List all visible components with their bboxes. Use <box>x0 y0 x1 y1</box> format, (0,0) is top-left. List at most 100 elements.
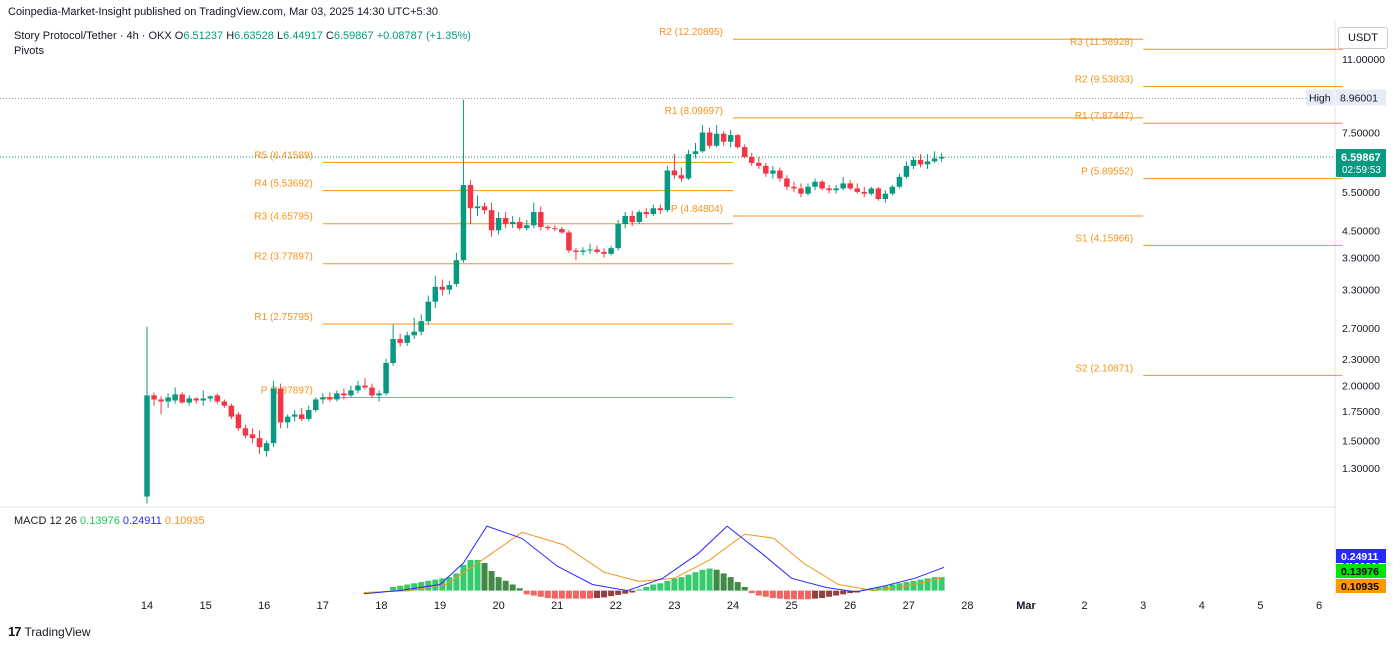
candle-body <box>397 339 403 343</box>
macd-hist-bar-61 <box>819 590 826 598</box>
pivots-indicator-label[interactable]: Pivots <box>14 45 44 57</box>
candle-body <box>523 225 530 229</box>
candle-body <box>460 185 467 261</box>
pivot-label-0-r4: R4 (5.53692) <box>254 179 312 190</box>
candle-110 <box>917 154 924 168</box>
pivot-label-0-p: P (1.87897) <box>261 386 313 397</box>
candle-30 <box>355 380 361 394</box>
x-tick-label-16: 2 <box>1082 600 1088 612</box>
x-tick-label-19: 5 <box>1257 600 1263 612</box>
candle-body <box>481 206 488 211</box>
candle-43 <box>446 281 453 295</box>
macd-hist-bar-60 <box>812 590 819 599</box>
y-tick-label-7: 2.30000 <box>1342 354 1380 366</box>
footer: 17 TradingView <box>8 624 91 639</box>
macd-hist-bar-34 <box>629 590 636 593</box>
y-tick-label-0: 11.00000 <box>1342 54 1385 66</box>
candle-69 <box>629 210 635 227</box>
x-tick-label-5: 19 <box>434 600 446 612</box>
low-value: 6.44917 <box>283 30 323 42</box>
candle-body <box>439 286 446 290</box>
macd-legend-label[interactable]: MACD 12 26 <box>14 515 77 527</box>
macd-hist-bar-4 <box>418 582 425 591</box>
macd-value-label-1: 0.13976 <box>1341 566 1379 578</box>
candle-body <box>418 321 424 332</box>
candle-body <box>228 405 235 417</box>
macd-legend-hist: 0.10935 <box>164 515 205 527</box>
candle-27 <box>334 390 340 402</box>
candle-83 <box>727 129 734 148</box>
candle-body <box>727 135 734 142</box>
candle-body <box>495 217 502 231</box>
macd-hist-bar-35 <box>636 589 643 591</box>
macd-hist-bar-77 <box>931 577 938 591</box>
macd-hist-bar-50 <box>741 586 748 591</box>
candle-body <box>706 132 713 146</box>
candle-93 <box>798 183 804 198</box>
candle-body <box>573 250 579 252</box>
candle-body <box>221 401 228 406</box>
candle-98 <box>833 185 839 194</box>
candle-body <box>214 395 221 402</box>
candle-body <box>756 162 762 166</box>
candle-35 <box>390 324 396 366</box>
candle-body <box>270 388 277 444</box>
candle-body <box>580 250 586 252</box>
macd-hist-bar-1 <box>397 585 404 591</box>
macd-hist-bar-57 <box>790 590 797 600</box>
x-tick-label-18: 4 <box>1199 600 1205 612</box>
candle-body <box>594 249 600 252</box>
candle-body <box>868 188 875 194</box>
footer-brand[interactable]: TradingView <box>24 624 91 639</box>
y-tick-label-11: 1.30000 <box>1342 463 1380 475</box>
candle-body <box>390 339 396 364</box>
candle-body <box>193 398 199 401</box>
macd-hist-bar-46 <box>713 569 720 591</box>
candle-95 <box>812 178 818 191</box>
candle-body <box>151 395 157 400</box>
macd-hist-bar-52 <box>755 590 762 596</box>
macd-hist-bar-76 <box>924 578 931 591</box>
symbol-title[interactable]: Story Protocol/Tether · 4h · OKX <box>14 30 172 42</box>
candle-106 <box>889 185 896 196</box>
macd-hist-bar-16 <box>502 580 509 591</box>
pivot-label-2-r3: R3 (11.58928) <box>1070 37 1133 48</box>
candle-92 <box>791 181 797 192</box>
candle-112 <box>931 151 938 163</box>
candle-body <box>896 176 903 187</box>
macd-hist-bar-2 <box>404 584 411 591</box>
macd-hist-bar-7 <box>439 578 446 591</box>
candle-86 <box>749 152 755 166</box>
macd-hist-bar-14 <box>488 570 495 591</box>
candle-24 <box>313 397 319 413</box>
x-tick-label-13: 27 <box>903 600 915 612</box>
candle-body <box>917 159 924 165</box>
macd-hist-bar-15 <box>495 577 502 591</box>
macd-hist-bar-26 <box>572 590 579 599</box>
candle-79 <box>699 125 706 153</box>
macd-value-box-1 <box>1336 564 1386 578</box>
macd-hist-bar-58 <box>797 590 804 600</box>
candle-46 <box>467 180 474 225</box>
tradingview-logo-icon[interactable]: 17 <box>8 624 22 639</box>
candle-100 <box>847 180 853 191</box>
candle-body <box>313 399 319 411</box>
macd-hist-bar-36 <box>643 586 650 591</box>
candle-62 <box>580 247 586 256</box>
y-tick-label-3: 4.50000 <box>1342 225 1380 237</box>
candle-body <box>777 170 783 179</box>
high-marker-tag <box>1306 89 1334 106</box>
candle-body <box>629 215 635 222</box>
candle-15 <box>249 428 256 444</box>
candle-51 <box>502 212 509 229</box>
candle-80 <box>706 127 713 149</box>
macd-hist-bar-40 <box>671 578 678 591</box>
candle-body <box>186 398 192 403</box>
macd-hist-bar-22 <box>544 590 551 598</box>
currency-button[interactable]: USDT <box>1338 27 1388 49</box>
candle-17 <box>263 440 270 457</box>
candle-25 <box>320 393 326 404</box>
candle-88 <box>763 162 769 177</box>
candle-body <box>348 390 354 396</box>
